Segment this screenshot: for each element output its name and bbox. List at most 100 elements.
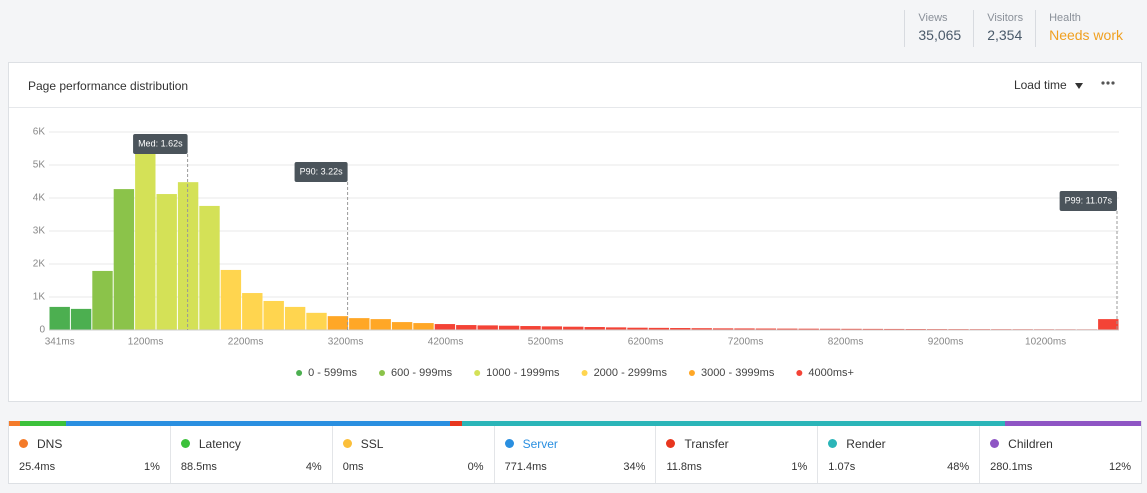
y-tick-label: 4K	[33, 193, 46, 204]
x-tick-label: 341ms	[45, 337, 75, 348]
breakdown-time: 0ms	[342, 461, 364, 473]
y-tick-label: 3K	[33, 226, 46, 237]
stat: Views 35,065	[904, 10, 973, 47]
breakdown-time: 280.1ms	[990, 461, 1033, 473]
breakdown-share: 0%	[467, 461, 484, 473]
histogram-bar	[755, 328, 777, 330]
histogram-bar	[798, 328, 819, 330]
breakdown-share: 1%	[791, 461, 808, 473]
breakdown-bar	[9, 421, 1141, 426]
stat: Visitors 2,354	[973, 10, 1035, 47]
x-tick-label: 6200ms	[628, 337, 664, 348]
histogram-bar	[391, 322, 413, 330]
legend-label: 0 - 599ms	[308, 367, 357, 379]
breakdown-name: Children	[1008, 437, 1053, 451]
histogram-bar	[456, 325, 477, 330]
breakdown-share: 12%	[1108, 461, 1132, 473]
annotation-box	[1059, 191, 1117, 211]
stat: Health Needs work	[1035, 10, 1135, 47]
histogram-bar	[563, 326, 584, 330]
histogram-bar	[370, 319, 391, 330]
stat-label: Visitors	[987, 12, 1024, 24]
y-tick-label: 1K	[33, 292, 46, 303]
y-tick-label: 5K	[33, 160, 46, 171]
histogram-bar	[862, 328, 884, 330]
histogram-bar	[712, 328, 734, 330]
breakdown-segment	[20, 421, 66, 426]
legend-label: 4000ms+	[808, 367, 854, 379]
breakdown-share: 1%	[143, 461, 160, 473]
metric-menu-label[interactable]: Load time	[1013, 78, 1067, 92]
breakdown-name: SSL	[360, 437, 384, 451]
breakdown-segment	[450, 421, 462, 426]
breakdown-segment	[9, 421, 21, 426]
histogram-bar	[49, 306, 70, 330]
histogram-bar	[777, 328, 798, 330]
histogram-bar	[819, 328, 841, 330]
histogram-bar	[691, 328, 712, 330]
dropdown-caret[interactable]	[1075, 83, 1083, 89]
breakdown-time: 25.4ms	[19, 461, 56, 473]
histogram-bar	[349, 318, 370, 330]
breakdown-time: 11.8ms	[666, 461, 702, 473]
legend-swatch	[474, 370, 481, 376]
breakdown-dot	[666, 439, 676, 448]
stat-value: 2,354	[987, 27, 1023, 43]
timing-breakdown: DNS 25.4ms 1% Latency 88.5ms 4% SSL 0ms 0% Server…	[8, 421, 1142, 484]
breakdown-cell: Render 1.07s 48%	[818, 426, 981, 483]
breakdown-time: 88.5ms	[180, 461, 217, 473]
breakdown-segment	[461, 421, 1006, 426]
histogram-bar	[670, 328, 691, 330]
breakdown-cells: DNS 25.4ms 1% Latency 88.5ms 4% SSL 0ms 0% Server…	[9, 426, 1141, 483]
breakdown-name: Latency	[198, 437, 241, 451]
annotation-label: Med: 1.62s	[138, 138, 183, 148]
more-menu[interactable]	[1101, 77, 1115, 89]
breakdown-share: 48%	[947, 461, 970, 473]
x-tick-label: 4200ms	[428, 337, 464, 348]
histogram-bar	[648, 327, 670, 330]
annotation-label: P99: 11.07s	[1065, 195, 1113, 205]
x-tick-label: 2200ms	[228, 337, 264, 348]
histogram-bar	[413, 323, 434, 330]
chart: 0 1K 2K 3K 4K 5K 6K 341ms 1200ms 2200ms 3200ms 4200…	[33, 127, 1119, 379]
legend-swatch	[688, 370, 695, 376]
histogram-bar	[242, 293, 263, 330]
metric-menu[interactable]: Load time	[1014, 78, 1083, 92]
histogram-bar	[841, 328, 862, 330]
stat-label: Views	[918, 12, 948, 24]
histogram-bar	[70, 308, 92, 330]
x-tick-label: 3200ms	[328, 337, 364, 348]
y-tick-label: 6K	[33, 127, 46, 138]
histogram-bar	[734, 328, 755, 330]
stat-value: 35,065	[918, 27, 962, 43]
panel-header: Page performance distribution Load time	[9, 63, 1141, 108]
breakdown-dot	[19, 439, 28, 448]
breakdown-dot	[504, 439, 514, 448]
histogram-bar	[541, 326, 563, 330]
histogram-bar	[284, 306, 306, 330]
x-tick-label: 1200ms	[128, 337, 164, 348]
stats: Views 35,065 Visitors 2,354 Health Needs wo…	[904, 10, 1135, 47]
legend-label: 600 - 999ms	[391, 367, 453, 379]
histogram-bar	[113, 189, 135, 330]
histogram-bar	[477, 325, 498, 330]
histogram-bar	[156, 194, 177, 330]
annotation-box	[294, 162, 348, 182]
x-tick-label: 8200ms	[828, 337, 864, 348]
legend-label: 2000 - 2999ms	[594, 367, 668, 379]
histogram-bar	[884, 328, 905, 330]
legend-swatch	[379, 370, 386, 376]
histogram-bar	[306, 312, 327, 330]
breakdown-cell: SSL 0ms 0%	[333, 426, 495, 483]
panel-title: Page performance distribution	[28, 79, 189, 93]
breakdown-share: 34%	[623, 461, 646, 473]
histogram-bar	[605, 327, 627, 330]
breakdown-name[interactable]: Server	[522, 437, 558, 451]
histogram-bar	[92, 270, 113, 330]
legend-label: 1000 - 1999ms	[486, 367, 560, 379]
breakdown-dot	[990, 439, 1000, 448]
histogram-bar	[199, 205, 220, 330]
histogram-bar	[220, 269, 242, 330]
histogram-bar	[498, 325, 520, 330]
